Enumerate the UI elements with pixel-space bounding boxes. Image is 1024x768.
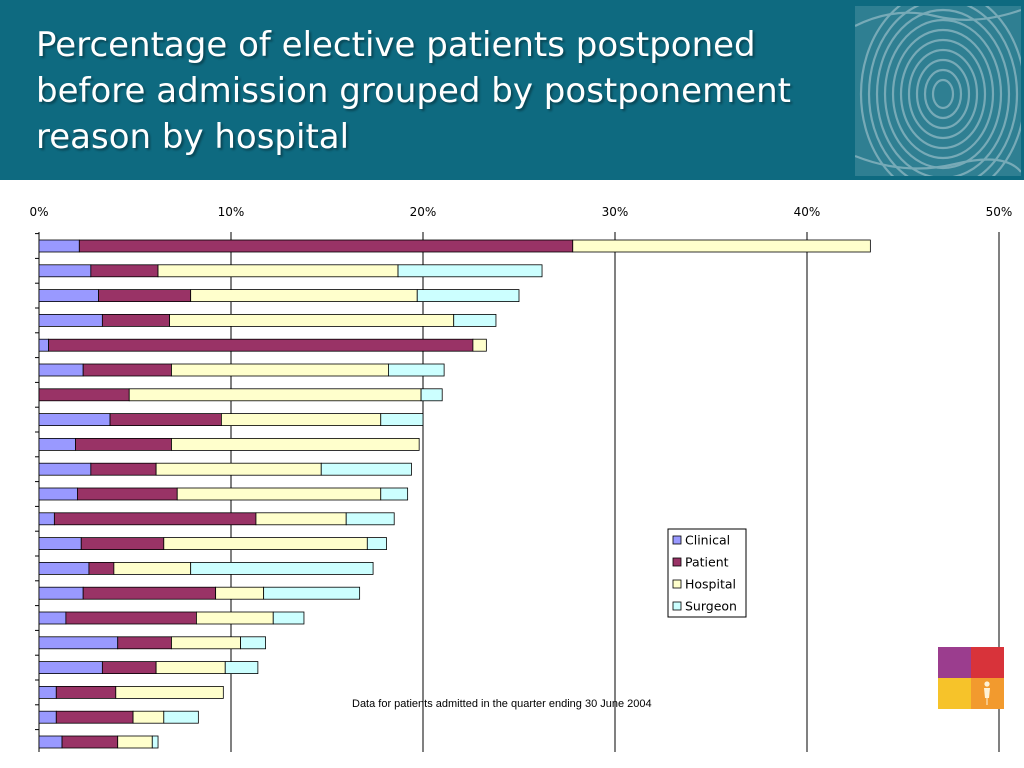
bar-segment-hospital xyxy=(171,363,389,377)
bar-segment-hospital xyxy=(169,313,455,327)
bar-segment-surgeon xyxy=(366,537,387,550)
bar-segment-surgeon xyxy=(190,562,374,575)
bar-segment-patient xyxy=(61,735,119,749)
bar-segment-clinical xyxy=(38,636,119,650)
bar-segment-patient xyxy=(117,636,172,650)
bar-segment-surgeon xyxy=(397,264,543,278)
bar-segment-hospital xyxy=(155,462,322,476)
bar-segment-patient xyxy=(48,338,474,352)
bar-segment-surgeon xyxy=(345,512,395,526)
bar-segment-clinical xyxy=(38,313,103,327)
bar-segment-clinical xyxy=(38,338,50,352)
bar-segment-clinical xyxy=(38,686,57,699)
header-banner: Percentage of elective patients postpone… xyxy=(0,0,1024,180)
bar-segment-clinical xyxy=(38,289,99,303)
bar-segment-patient xyxy=(109,413,222,427)
bar-segment-clinical xyxy=(38,487,78,501)
bar-segment-surgeon xyxy=(416,289,520,303)
chart-footnote: Data for patients admitted in the quarte… xyxy=(352,698,652,710)
bar-segment-clinical xyxy=(38,661,103,674)
bar-segment-hospital xyxy=(155,661,226,674)
bar-segment-patient xyxy=(82,586,217,600)
bar-segment-clinical xyxy=(38,586,84,600)
bar-segment-surgeon xyxy=(380,487,409,501)
bar-segment-hospital xyxy=(163,537,368,550)
legend-swatch xyxy=(672,579,682,589)
bar-segment-clinical xyxy=(38,437,76,451)
bar-segment-surgeon xyxy=(240,636,266,650)
bar-segment-patient xyxy=(90,462,157,476)
bar-segment-hospital xyxy=(171,437,420,451)
bar-segment-patient xyxy=(101,313,170,327)
bar-segment-surgeon xyxy=(320,462,412,476)
x-tick-label: 10% xyxy=(218,205,245,219)
bar-segment-patient xyxy=(65,611,197,625)
bar-segment-patient xyxy=(75,437,172,451)
bar-segment-patient xyxy=(80,537,165,550)
bar-segment-hospital xyxy=(157,264,399,278)
bar-segment-clinical xyxy=(38,239,80,253)
bar-segment-hospital xyxy=(255,512,347,526)
bar-segment-hospital xyxy=(113,562,192,575)
four-square-logo-icon xyxy=(938,647,1004,709)
bar-segment-patient xyxy=(55,686,117,699)
bar-segment-hospital xyxy=(196,611,274,625)
bar-segment-hospital xyxy=(190,289,418,303)
bar-segment-hospital xyxy=(215,586,265,600)
bar-segment-surgeon xyxy=(380,413,424,427)
legend-label: Clinical xyxy=(685,533,730,548)
legend-label: Surgeon xyxy=(685,599,737,614)
bar-segment-hospital xyxy=(115,686,224,699)
bar-segment-hospital xyxy=(117,735,153,749)
bar-segment-hospital xyxy=(132,710,165,724)
bar-segment-hospital xyxy=(572,239,871,253)
bar-segment-surgeon xyxy=(163,710,199,724)
bar-segment-clinical xyxy=(38,537,82,550)
x-tick-label: 20% xyxy=(410,205,437,219)
bar-segment-surgeon xyxy=(420,388,443,402)
x-tick-label: 30% xyxy=(602,205,629,219)
x-tick-label: 40% xyxy=(794,205,821,219)
bar-segment-surgeon xyxy=(272,611,305,625)
x-tick-label: 0% xyxy=(29,205,48,219)
bar-segment-clinical xyxy=(38,611,67,625)
bar-segment-patient xyxy=(78,239,574,253)
legend-label: Hospital xyxy=(685,577,736,592)
bar-segment-hospital xyxy=(171,636,241,650)
bar-segment-hospital xyxy=(472,338,487,352)
bar-segment-surgeon xyxy=(453,313,497,327)
bar-segment-clinical xyxy=(38,562,90,575)
bar-segment-patient xyxy=(55,710,134,724)
bar-segment-clinical xyxy=(38,512,55,526)
fingerprint-icon xyxy=(855,6,1021,176)
legend-swatch xyxy=(672,557,682,567)
bar-segment-hospital xyxy=(128,388,422,402)
bar-segment-hospital xyxy=(176,487,382,501)
legend-swatch xyxy=(672,535,682,545)
bar-segment-patient xyxy=(77,487,178,501)
bar-segment-clinical xyxy=(38,264,92,278)
bar-segment-surgeon xyxy=(151,735,159,749)
x-tick-label: 50% xyxy=(986,205,1013,219)
slide-title: Percentage of elective patients postpone… xyxy=(36,25,792,157)
bar-segment-patient xyxy=(90,264,159,278)
bar-segment-surgeon xyxy=(388,363,445,377)
legend-label: Patient xyxy=(685,555,729,570)
bar-segment-patient xyxy=(38,388,130,402)
bar-segment-clinical xyxy=(38,413,111,427)
bar-segment-patient xyxy=(101,661,157,674)
bar-segment-patient xyxy=(88,562,115,575)
bar-segment-clinical xyxy=(38,735,63,749)
bar-segment-hospital xyxy=(220,413,382,427)
bar-segment-clinical xyxy=(38,710,57,724)
bar-segment-patient xyxy=(82,363,172,377)
bar-segment-patient xyxy=(98,289,192,303)
bar-segment-clinical xyxy=(38,363,84,377)
legend-swatch xyxy=(672,601,682,611)
bar-segment-clinical xyxy=(38,462,92,476)
bar-segment-patient xyxy=(53,512,257,526)
bar-segment-surgeon xyxy=(224,661,259,674)
bar-segment-surgeon xyxy=(263,586,361,600)
